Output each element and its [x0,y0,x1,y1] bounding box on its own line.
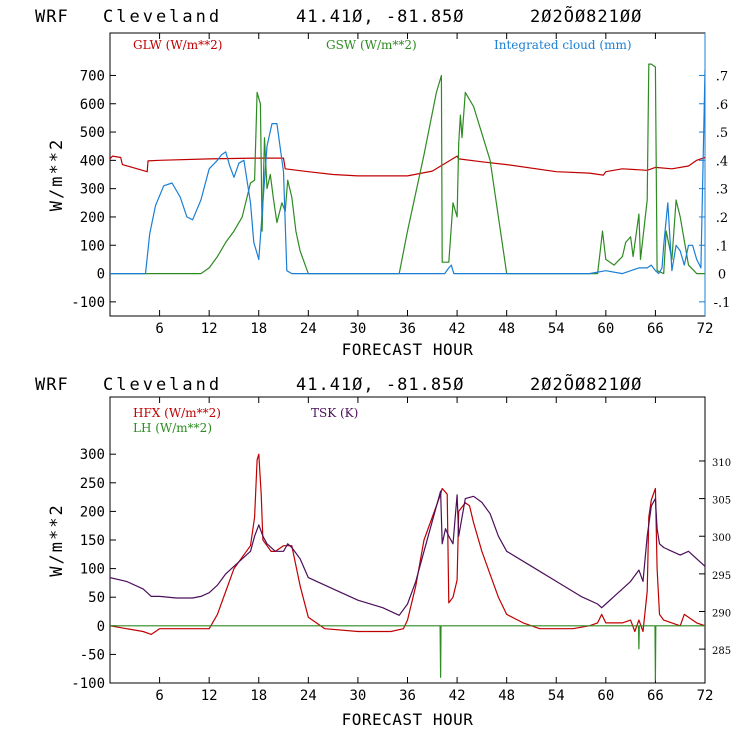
legend-entry: GLW (W/m**2) [133,38,222,52]
y-tick-label: 50 [88,590,105,606]
x-tick-label: 48 [498,321,515,337]
y-tick-label: 200 [80,504,105,520]
y2-tick-label: 0 [718,268,726,283]
x-tick-label: 6 [155,688,163,704]
y-tick-label: 300 [80,182,105,198]
y-tick-label: 100 [80,238,105,254]
series-line-lh [110,625,705,681]
series-line-gsw [110,63,705,275]
x-tick-label: 30 [349,688,366,704]
series-line-tsk [110,490,705,616]
chart-title-model: WRF [35,7,69,27]
y-tick-label: 500 [80,125,105,141]
legend-entry: TSK (K) [311,406,358,420]
y2-tick-label: 300 [712,533,731,544]
x-tick-label: 18 [250,321,267,337]
x-tick-label: 12 [201,321,218,337]
x-axis-label: FORECAST HOUR [342,710,474,729]
y-axis-label: W/m**2 [47,503,67,576]
x-tick-label: 66 [647,688,664,704]
y2-tick-label: .4 [716,154,728,169]
plot-frame [109,396,706,684]
chart-title-location: Cleveland [103,7,222,27]
series-line-integrated [110,69,705,275]
y2-tick-label: .2 [716,211,728,226]
legend-entry: GSW (W/m**2) [326,38,417,52]
y2-tick-label: 285 [712,646,731,657]
series-line-hfx [110,453,705,635]
y2-tick-label: 310 [712,458,731,469]
y-tick-label: 200 [80,210,105,226]
chart-title-coords: 41.41Ø, -81.85Ø [296,7,465,27]
y2-tick-label: 305 [712,496,731,507]
legend-entry: LH (W/m**2) [133,421,212,435]
y-tick-label: 0 [97,267,105,283]
chart-title-coords: 41.41Ø, -81.85Ø [296,375,465,395]
y-tick-label: 300 [80,447,105,463]
y-tick-label: 250 [80,476,105,492]
x-tick-label: 42 [449,688,466,704]
x-tick-label: 12 [201,688,218,704]
y2-tick-label: .7 [716,69,728,84]
x-tick-label: 42 [449,321,466,337]
x-tick-label: 72 [697,688,714,704]
x-tick-label: 48 [498,688,515,704]
panel-top: WRF Cleveland 41.41Ø, -81.85Ø 2Ø2ÕØ821ØØ 6 12… [35,5,730,359]
chart-title-model: WRF [35,375,69,395]
y-tick-label: 100 [80,562,105,578]
x-tick-label: 30 [349,321,366,337]
y2-tick-label: 295 [712,571,731,582]
x-tick-label: 24 [300,688,317,704]
x-tick-label: 66 [647,321,664,337]
y-tick-label: -50 [80,647,105,663]
x-axis-label: FORECAST HOUR [342,340,474,359]
chart-title-location: Cleveland [103,375,222,395]
series-line-glw [110,155,705,177]
y2-tick-label: .5 [716,126,728,141]
y2-tick-label: .6 [716,98,728,113]
x-tick-label: 36 [399,688,416,704]
panel-bottom: WRF Cleveland 41.41Ø, -81.85Ø 2Ø2ÕØ821ØØ 6 12… [35,373,731,729]
y-tick-label: 400 [80,153,105,169]
x-tick-label: 36 [399,321,416,337]
y-tick-label: 0 [97,619,105,635]
x-tick-label: 6 [155,321,163,337]
chart-title-init: 2Ø2ÕØ821ØØ [530,373,642,395]
y2-tick-label: 290 [712,609,731,620]
x-tick-label: 60 [597,688,614,704]
legend-entry: HFX (W/m**2) [133,406,221,420]
y-tick-label: -100 [71,676,105,692]
y2-tick-label: -.1 [714,296,731,311]
chart-title-init: 2Ø2ÕØ821ØØ [530,5,642,27]
x-tick-label: 18 [250,688,267,704]
y-axis-label: W/m**2 [47,138,67,211]
y2-tick-label: .3 [716,183,728,198]
x-tick-label: 60 [597,321,614,337]
x-tick-label: 54 [548,321,565,337]
legend-entry: Integrated cloud (mm) [494,38,632,52]
series-group [110,63,705,275]
x-tick-label: 54 [548,688,565,704]
y-tick-label: 150 [80,533,105,549]
y-tick-label: -100 [71,295,105,311]
y2-tick-label: .1 [716,239,728,254]
series-group [110,453,705,681]
y-tick-label: 600 [80,97,105,113]
y-tick-label: 700 [80,68,105,84]
x-tick-label: 24 [300,321,317,337]
x-tick-label: 72 [697,321,714,337]
